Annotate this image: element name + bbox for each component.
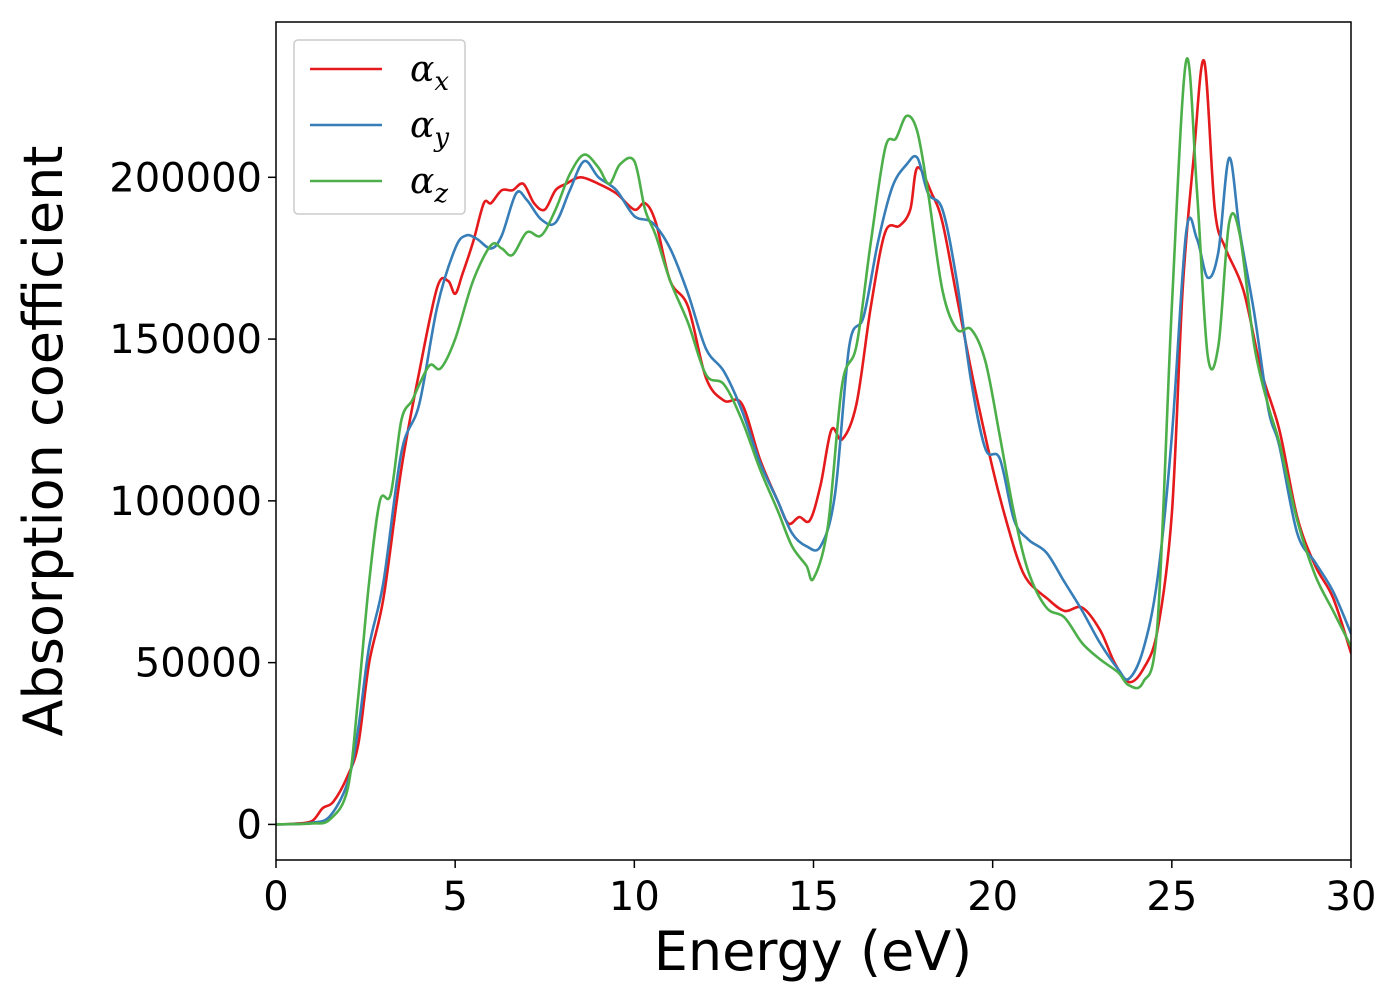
x-tick-label: 25 [1146,874,1197,920]
y-tick-label: 200000 [109,155,262,201]
x-tick-label: 30 [1326,874,1377,920]
legend: αx αy αz [293,39,466,215]
x-tick-label: 5 [442,874,467,920]
legend-box [293,39,466,215]
x-tick-label: 15 [788,874,839,920]
y-tick-label: 50000 [135,641,262,687]
x-axis: 0 5 10 15 20 25 30 [263,860,1376,920]
series-line-y [276,154,1351,826]
y-tick-label: 100000 [109,479,262,525]
x-tick-label: 10 [609,874,660,920]
legend-label-z: αz [410,161,448,209]
y-tick-label: 150000 [109,317,262,363]
series-line-x [276,59,1351,826]
legend-label-x: αx [410,49,449,97]
y-axis: 0 50000 100000 150000 200000 [109,155,276,848]
y-axis-title: Absorption coefficient [12,146,75,737]
x-axis-title: Energy (eV) [654,920,973,983]
legend-label-y: αy [410,105,449,153]
series-line-z [276,57,1351,826]
x-tick-label: 0 [263,874,288,920]
x-tick-label: 20 [967,874,1018,920]
y-tick-label: 0 [237,802,262,848]
series-layer [276,57,1351,826]
